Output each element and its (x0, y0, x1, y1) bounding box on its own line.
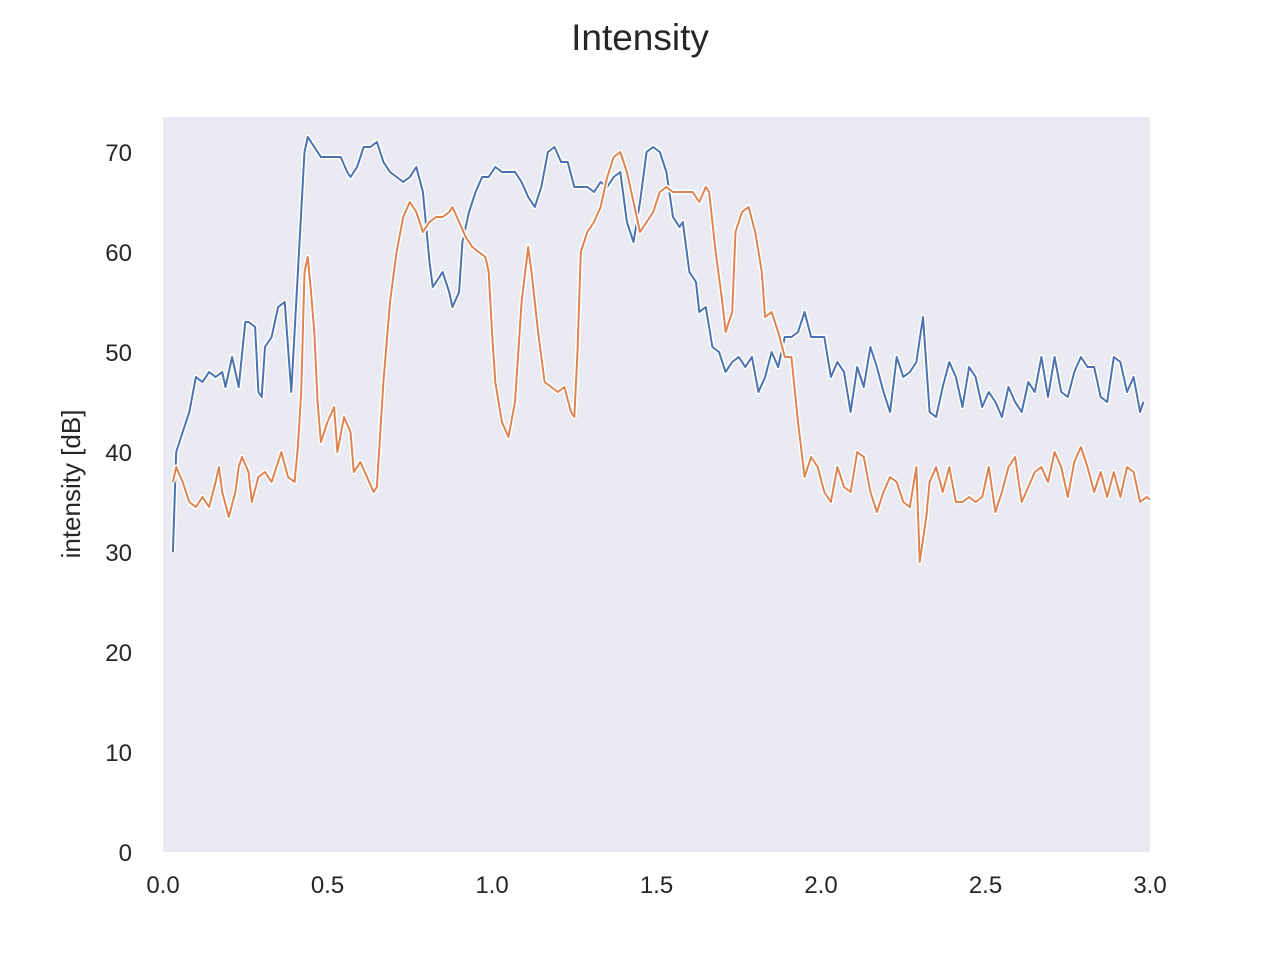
x-tick-label: 2.0 (804, 872, 837, 899)
x-tick-label: 0.5 (311, 872, 344, 899)
x-tick-label: 1.5 (640, 872, 673, 899)
y-tick-label: 40 (105, 440, 132, 467)
y-tick-label: 30 (105, 540, 132, 567)
series-1-line (171, 136, 1145, 553)
x-axis: 0.0 0.5 1.0 1.5 2.0 2.5 3.0 (146, 872, 1166, 899)
y-axis: 0 10 20 30 40 50 60 70 (105, 140, 132, 867)
x-tick-label: 1.0 (475, 872, 508, 899)
y-tick-label: 0 (119, 840, 132, 867)
x-tick-label: 3.0 (1133, 872, 1166, 899)
y-tick-label: 20 (105, 640, 132, 667)
y-tick-label: 10 (105, 740, 132, 767)
x-tick-label: 2.5 (969, 872, 1002, 899)
x-tick-label: 0.0 (146, 872, 179, 899)
series-layer (170, 134, 1150, 565)
y-tick-label: 60 (105, 240, 132, 267)
y-tick-label: 70 (105, 140, 132, 167)
series-2-line (171, 151, 1150, 563)
y-axis-label: intensity [dB] (56, 410, 86, 559)
y-tick-label: 50 (105, 340, 132, 367)
chart-title: Intensity (571, 17, 709, 58)
